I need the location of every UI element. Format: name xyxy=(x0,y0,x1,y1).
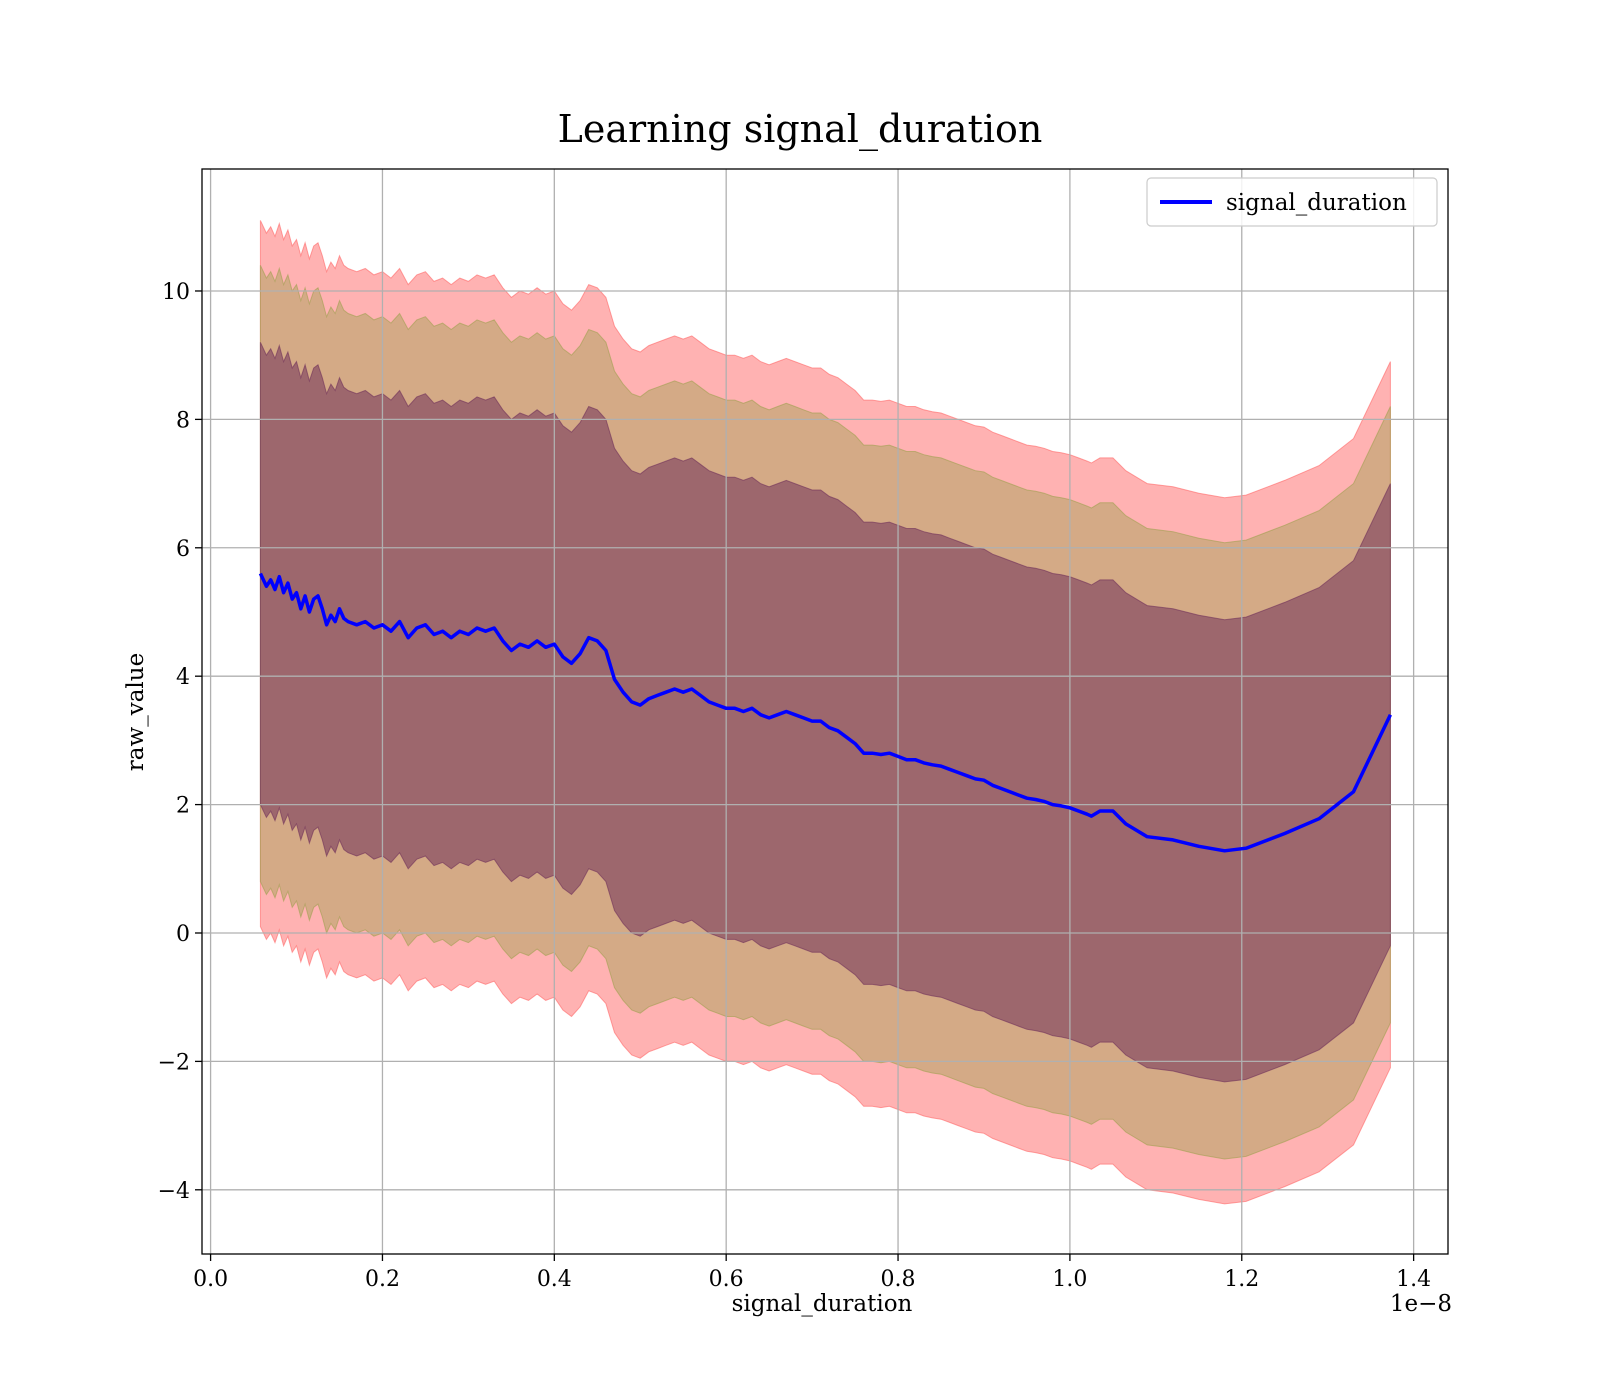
series-line-signal-duration xyxy=(258,572,1392,853)
axes-frame xyxy=(201,168,1449,1255)
legend: signal_duration xyxy=(1146,177,1438,227)
x-axis-ticks: 0.0 0.2 0.4 0.6 0.8 1.0 1.2 1.4 xyxy=(193,1254,1431,1292)
legend-entry-signal-duration: signal_duration xyxy=(1226,190,1407,216)
x-tick-label: 0.0 xyxy=(193,1267,228,1292)
y-axis-ticks: −4 −2 0 2 4 6 8 10 xyxy=(158,280,202,1204)
legend-box xyxy=(1146,177,1438,227)
y-tick-label: 8 xyxy=(176,408,190,433)
plot-area xyxy=(201,168,1449,1255)
x-tick-label: 0.8 xyxy=(881,1267,916,1292)
y-tick-label: 10 xyxy=(162,280,190,305)
band-inner xyxy=(259,342,1391,1083)
y-tick-label: 6 xyxy=(176,537,190,562)
y-tick-label: −4 xyxy=(158,1179,190,1204)
grid-lines xyxy=(202,169,1448,1254)
x-tick-label: 0.4 xyxy=(537,1267,572,1292)
confidence-bands xyxy=(259,220,1391,1205)
y-tick-label: 0 xyxy=(176,922,190,947)
series-lines xyxy=(258,572,1392,853)
x-tick-label: 1.2 xyxy=(1224,1267,1259,1292)
x-tick-label: 0.6 xyxy=(709,1267,744,1292)
chart-title: Learning signal_duration xyxy=(558,107,1043,152)
y-tick-label: 2 xyxy=(176,794,190,819)
x-tick-label: 0.2 xyxy=(365,1267,400,1292)
x-axis-offset-text: 1e−8 xyxy=(1390,1291,1452,1317)
y-tick-label: 4 xyxy=(176,665,190,690)
y-tick-label: −2 xyxy=(158,1050,190,1075)
y-axis-label: raw_value xyxy=(123,653,149,771)
x-tick-label: 1.4 xyxy=(1396,1267,1431,1292)
x-axis-label: signal_duration xyxy=(732,1291,913,1317)
x-tick-label: 1.0 xyxy=(1052,1267,1087,1292)
